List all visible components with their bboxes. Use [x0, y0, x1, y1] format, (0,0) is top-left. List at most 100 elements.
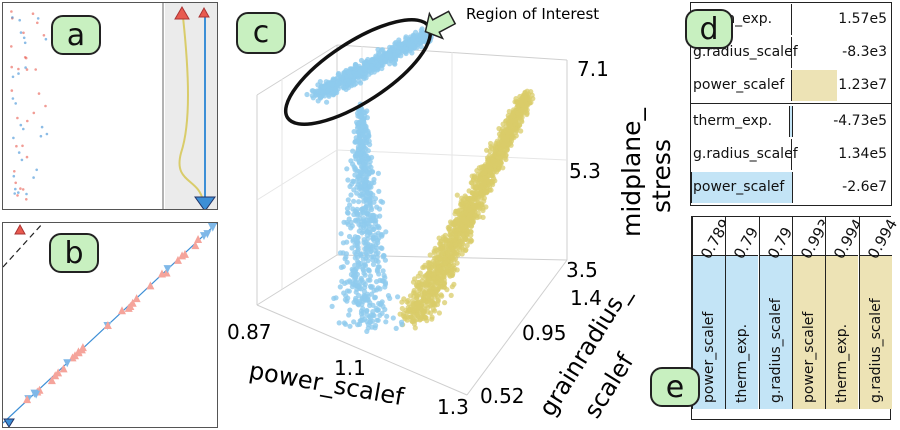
red-triangle-marker: [194, 234, 203, 243]
table-d-row: g.radius_scalef 1.34e5: [691, 138, 891, 171]
blue-point: [32, 176, 35, 179]
table-d-fill: [789, 106, 793, 137]
panel-d: therm_exp. 1.57e5 g.radius_scalef -8.3e3 pow…: [685, 2, 892, 206]
blue-point: [382, 284, 388, 290]
blue-point: [364, 328, 370, 334]
y-tick-2: 1.4: [570, 286, 602, 310]
red-point: [22, 31, 25, 35]
blue-point: [367, 183, 373, 189]
yellow-point: [430, 258, 436, 265]
yellow-point: [455, 245, 461, 251]
table-e-label: therm_exp.: [734, 323, 751, 403]
red-point: [19, 187, 22, 190]
blue-point: [369, 58, 375, 64]
table-d-value: -4.73e5: [833, 113, 887, 129]
blue-point: [324, 99, 330, 105]
yellow-point: [524, 103, 530, 109]
red-triangle-marker: [162, 268, 171, 277]
yellow-point: [421, 289, 427, 295]
y-tick-0: 0.52: [480, 384, 525, 408]
blue-point: [382, 57, 388, 63]
yellow-point: [408, 314, 414, 320]
blue-point: [362, 165, 368, 172]
blue-point: [17, 72, 20, 75]
blue-point: [342, 297, 348, 303]
table-d-row: therm_exp. -4.73e5: [691, 105, 891, 138]
yellow-point: [442, 232, 448, 238]
yellow-point: [473, 184, 479, 190]
yellow-point: [473, 190, 479, 197]
red-triangle-marker: [77, 345, 86, 354]
yellow-point: [453, 256, 459, 262]
blue-point: [354, 125, 361, 131]
blue-point: [360, 194, 366, 200]
red-triangle-marker: [173, 255, 182, 264]
blue-point: [351, 187, 357, 193]
table-d-fill: [791, 139, 792, 170]
yellow-point: [468, 180, 474, 186]
red-point: [14, 181, 17, 185]
panel-a-curve: [178, 16, 204, 202]
blue-point: [12, 136, 15, 140]
blue-point: [372, 196, 379, 202]
blue-point: [45, 132, 49, 136]
table-e-column: 0.79 g.radius_scalef: [758, 217, 796, 409]
table-d-label: therm_exp.: [693, 113, 773, 129]
yellow-point: [503, 118, 509, 124]
yellow-point: [415, 279, 421, 285]
blue-point: [375, 170, 381, 176]
yellow-point: [517, 122, 523, 128]
yellow-point: [439, 293, 445, 299]
yellow-point: [430, 299, 436, 306]
blue-point: [356, 137, 363, 143]
blue-point: [357, 144, 363, 150]
blue-point: [343, 293, 349, 299]
red-point: [21, 144, 24, 148]
blue-point: [339, 75, 345, 81]
blue-point: [356, 199, 362, 205]
blue-point: [345, 177, 351, 183]
blue-point: [351, 129, 357, 135]
blue-point: [364, 253, 371, 259]
blue-point: [363, 178, 369, 184]
red-triangle-marker: [54, 368, 63, 377]
blue-point: [361, 210, 367, 216]
blue-point: [352, 165, 358, 171]
blue-point: [347, 307, 353, 313]
blue-point: [395, 49, 401, 55]
blue-point: [390, 315, 396, 321]
yellow-point: [415, 311, 421, 317]
blue-marker-bottom: [194, 196, 216, 209]
blue-point: [12, 174, 16, 178]
yellow-point: [437, 256, 444, 262]
blue-point: [360, 298, 366, 304]
yellow-point: [497, 150, 503, 156]
badge-b: b: [49, 233, 99, 273]
blue-point: [344, 279, 350, 285]
blue-point: [44, 37, 48, 41]
blue-point: [378, 245, 384, 251]
x-tick-0: 0.87: [227, 320, 272, 344]
yellow-point: [403, 307, 409, 314]
blue-point: [351, 319, 357, 325]
blue-point: [353, 295, 359, 301]
red-point: [10, 45, 13, 48]
yellow-point: [461, 217, 467, 223]
blue-point: [361, 288, 367, 295]
blue-point: [380, 268, 386, 274]
yellow-point: [435, 284, 441, 290]
table-e-column: 0.994 therm_exp.: [825, 216, 867, 409]
yellow-point: [518, 128, 524, 134]
blue-point: [360, 306, 366, 312]
blue-point: [395, 294, 401, 300]
yellow-point: [468, 198, 475, 204]
blue-point: [370, 261, 377, 267]
blue-point: [367, 273, 374, 279]
blue-point: [366, 268, 372, 274]
blue-point: [338, 231, 344, 237]
yellow-point: [495, 161, 501, 167]
blue-point: [372, 220, 379, 227]
red-marker-top-right: [198, 6, 210, 18]
blue-point: [376, 225, 382, 231]
yellow-point: [410, 298, 416, 304]
